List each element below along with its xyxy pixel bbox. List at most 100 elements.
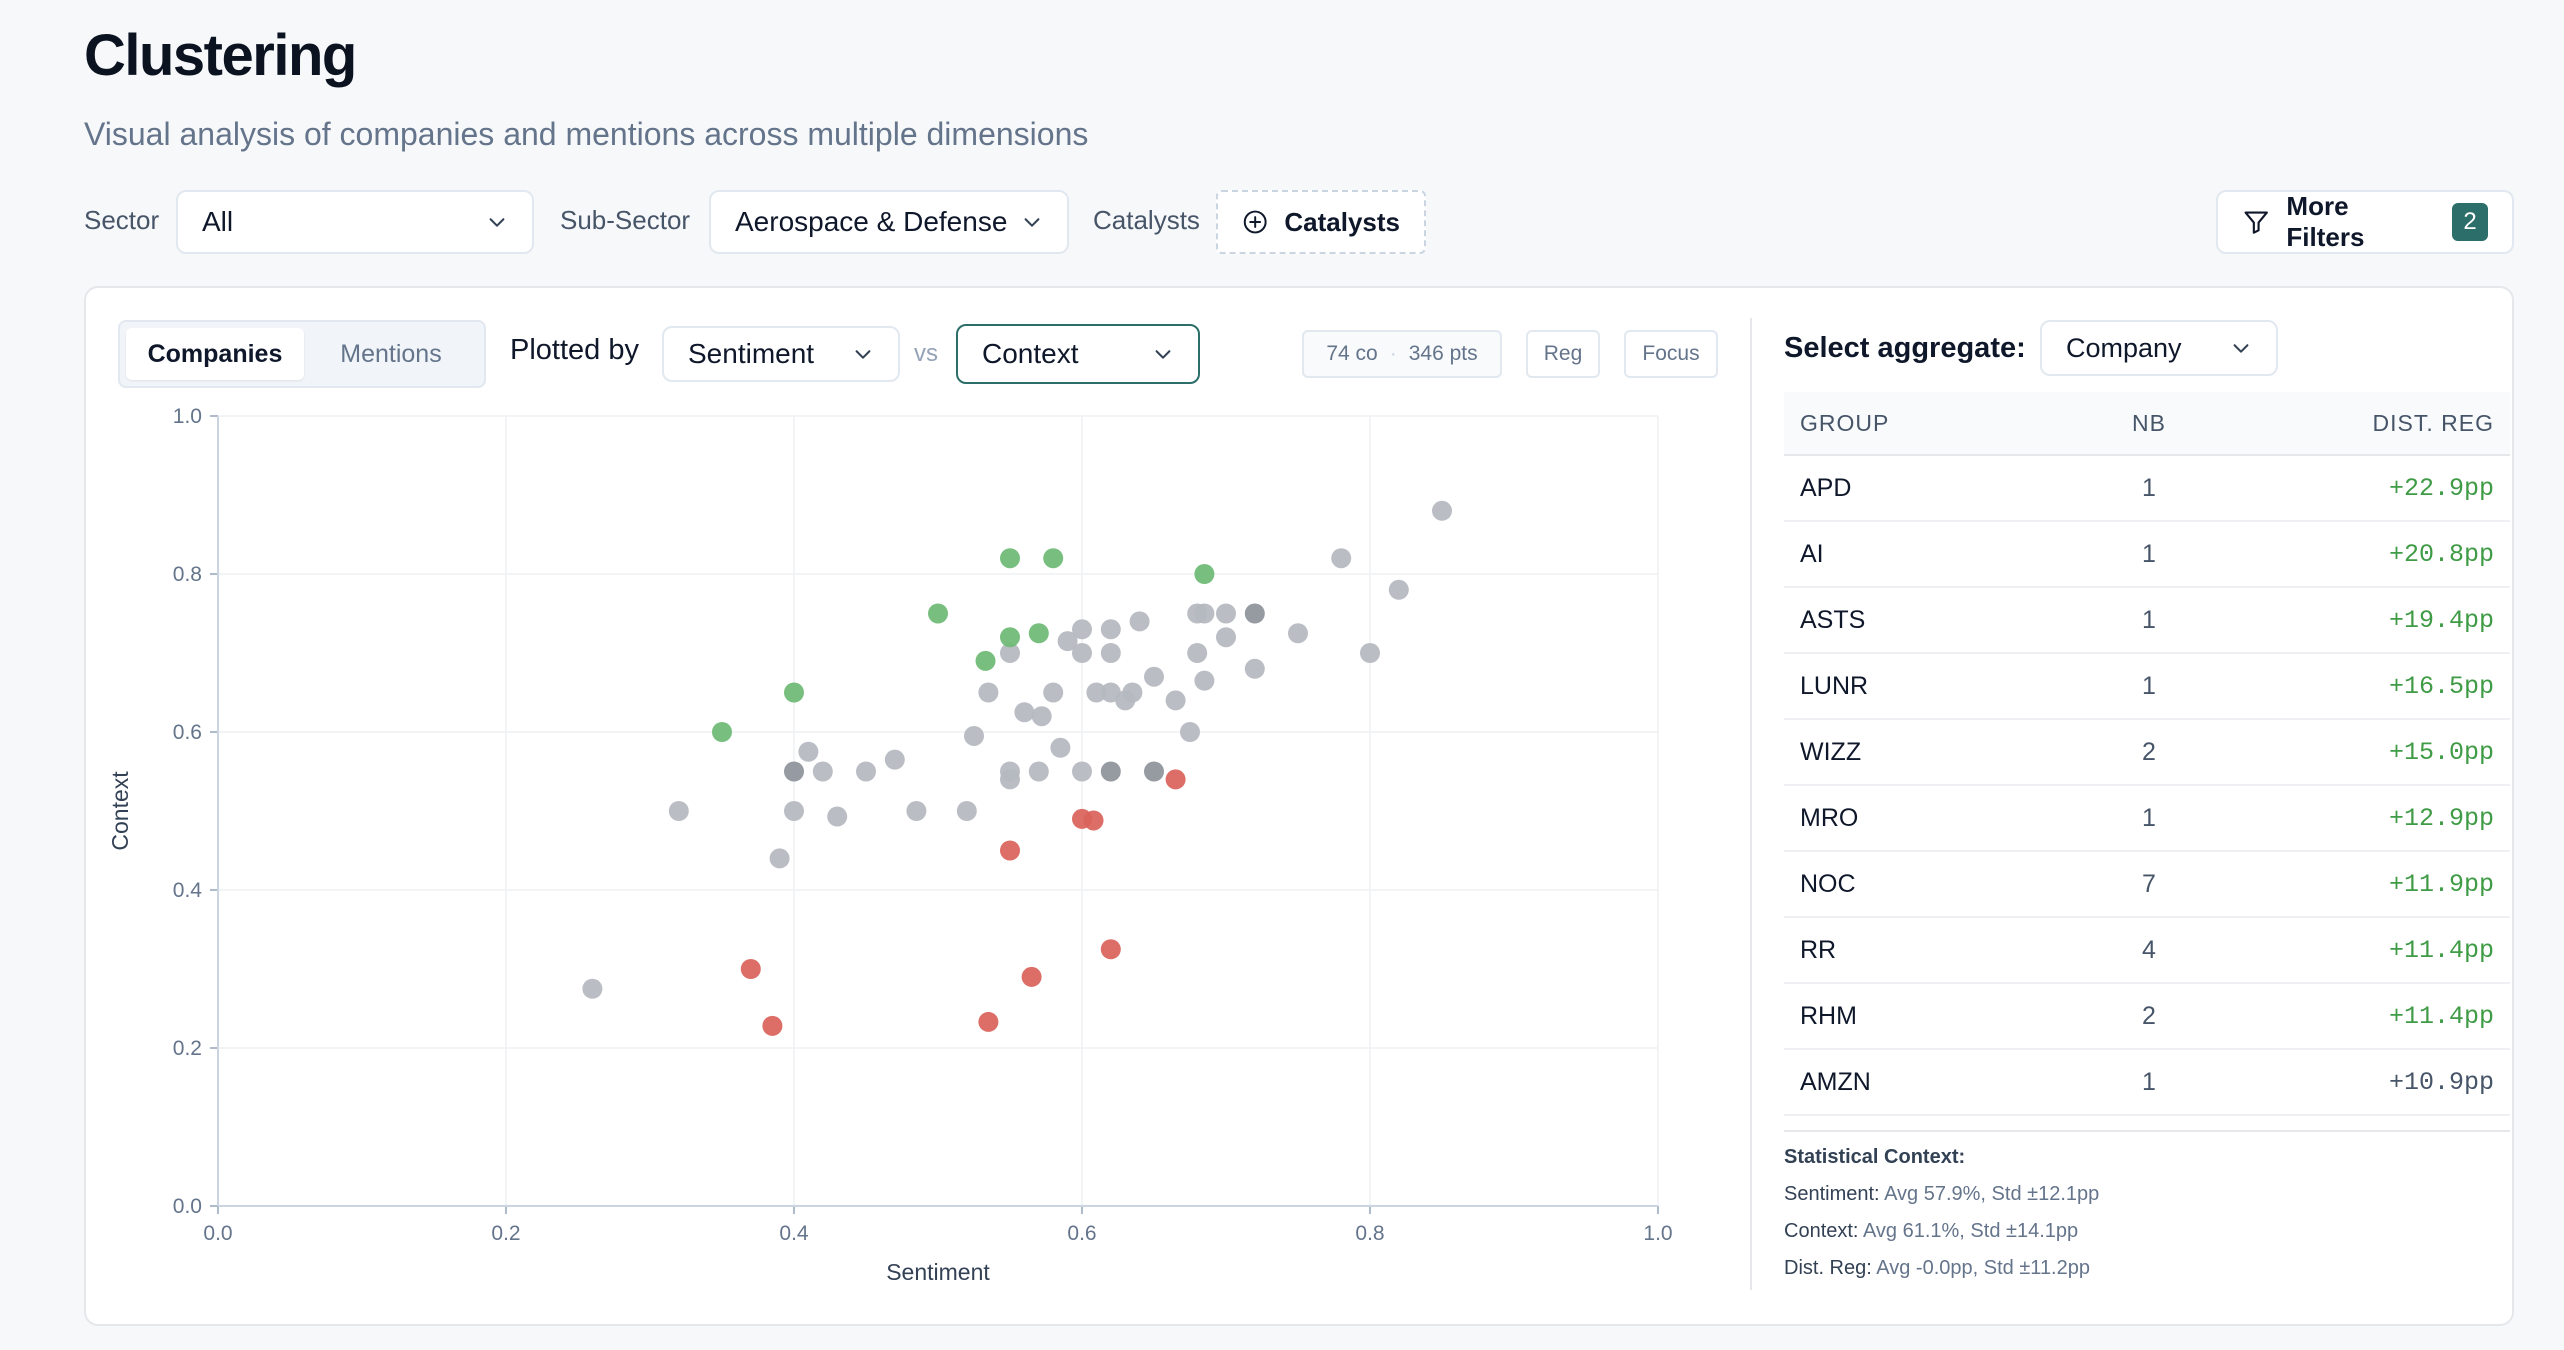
data-point-neutral[interactable] bbox=[1360, 643, 1380, 663]
data-point-neutral[interactable] bbox=[668, 801, 689, 821]
chevron-down-icon bbox=[1024, 218, 1040, 227]
stat-value: Avg 61.1%, Std ±14.1pp bbox=[1858, 1220, 2079, 1242]
data-point-neutral[interactable] bbox=[978, 682, 999, 703]
data-point-negative[interactable] bbox=[1083, 810, 1104, 831]
data-point-neutral_dark[interactable] bbox=[1100, 761, 1121, 782]
more-filters-label: More Filters bbox=[2286, 191, 2365, 252]
data-point-neutral[interactable] bbox=[1050, 737, 1071, 758]
data-point-neutral[interactable] bbox=[964, 725, 984, 746]
data-point-neutral[interactable] bbox=[1331, 548, 1352, 569]
column-header-dist-reg[interactable]: DIST. REG bbox=[2372, 409, 2494, 436]
stat-key: Dist. Reg: bbox=[1784, 1257, 1872, 1279]
data-point-negative[interactable] bbox=[978, 1011, 999, 1032]
table-row[interactable]: AI 1 +20.8pp bbox=[1784, 522, 2510, 588]
table-row[interactable]: AMZN 1 +10.9pp bbox=[1784, 1050, 2510, 1116]
data-point-neutral[interactable] bbox=[1028, 761, 1049, 782]
data-point-positive[interactable] bbox=[928, 603, 948, 624]
data-point-neutral[interactable] bbox=[1144, 666, 1164, 687]
tab-companies[interactable]: Companies bbox=[126, 328, 304, 380]
focus-toggle-button[interactable]: Focus bbox=[1624, 330, 1718, 378]
table-row[interactable]: WIZZ 2 +15.0pp bbox=[1784, 720, 2510, 786]
column-header-group[interactable]: GROUP bbox=[1800, 409, 1890, 436]
data-point-neutral[interactable] bbox=[1072, 761, 1092, 782]
y-metric-select[interactable]: Context bbox=[956, 324, 1200, 384]
table-row[interactable]: APD 1 +22.9pp bbox=[1784, 456, 2510, 522]
data-point-positive[interactable] bbox=[784, 682, 804, 703]
plus-circle-icon bbox=[1243, 210, 1267, 234]
data-point-neutral[interactable] bbox=[1086, 682, 1107, 703]
data-point-neutral[interactable] bbox=[1000, 643, 1020, 663]
data-point-neutral[interactable] bbox=[812, 761, 833, 782]
data-point-positive[interactable] bbox=[1194, 564, 1215, 584]
table-row[interactable]: RR 4 +11.4pp bbox=[1784, 918, 2510, 984]
data-point-neutral_dark[interactable] bbox=[1144, 761, 1164, 782]
data-point-neutral_dark[interactable] bbox=[1244, 603, 1265, 624]
data-point-positive[interactable] bbox=[1043, 548, 1064, 569]
data-point-neutral[interactable] bbox=[1072, 643, 1092, 663]
data-point-neutral[interactable] bbox=[1187, 643, 1208, 663]
group-cell: ASTS bbox=[1800, 605, 1866, 634]
data-point-positive[interactable] bbox=[1000, 627, 1020, 648]
data-point-negative[interactable] bbox=[1165, 769, 1186, 790]
data-point-neutral[interactable] bbox=[1216, 627, 1236, 648]
subsector-select[interactable]: Aerospace & Defense bbox=[709, 190, 1069, 254]
dist-reg-cell: +11.4pp bbox=[2388, 1001, 2494, 1031]
x-metric-select[interactable]: Sentiment bbox=[662, 326, 900, 382]
data-point-neutral[interactable] bbox=[1072, 619, 1092, 640]
data-point-neutral[interactable] bbox=[1194, 603, 1215, 624]
data-point-neutral[interactable] bbox=[1180, 722, 1200, 742]
data-point-neutral[interactable] bbox=[1244, 658, 1265, 679]
data-point-neutral[interactable] bbox=[582, 978, 603, 999]
more-filters-button[interactable]: More Filters 2 bbox=[2216, 190, 2514, 254]
data-point-neutral_dark[interactable] bbox=[784, 761, 804, 782]
table-row[interactable]: LUNR 1 +16.5pp bbox=[1784, 654, 2510, 720]
data-point-neutral[interactable] bbox=[1014, 702, 1035, 723]
data-point-neutral[interactable] bbox=[856, 761, 876, 782]
data-point-neutral[interactable] bbox=[956, 801, 977, 821]
table-row[interactable]: MRO 1 +12.9pp bbox=[1784, 786, 2510, 852]
data-point-neutral[interactable] bbox=[798, 741, 819, 762]
stat-sentiment: Sentiment: Avg 57.9%, Std ±12.1pp bbox=[1784, 1183, 2510, 1206]
table-header: GROUP NB DIST. REG bbox=[1784, 392, 2510, 456]
data-point-positive[interactable] bbox=[975, 650, 996, 671]
data-point-negative[interactable] bbox=[1000, 840, 1020, 861]
add-catalysts-button[interactable]: Catalysts bbox=[1216, 190, 1426, 254]
table-row[interactable]: ASTS 1 +19.4pp bbox=[1784, 588, 2510, 654]
data-point-negative[interactable] bbox=[762, 1015, 783, 1036]
data-point-neutral[interactable] bbox=[884, 749, 905, 770]
aggregate-select[interactable]: Company bbox=[2040, 320, 2278, 376]
sector-select[interactable]: All bbox=[176, 190, 534, 254]
data-point-negative[interactable] bbox=[1100, 939, 1121, 960]
data-point-neutral[interactable] bbox=[1165, 690, 1186, 711]
data-point-neutral[interactable] bbox=[1043, 682, 1064, 703]
subsector-select-value: Aerospace & Defense bbox=[735, 206, 1008, 237]
data-point-neutral[interactable] bbox=[906, 801, 927, 821]
data-point-neutral[interactable] bbox=[1100, 643, 1121, 663]
column-header-nb[interactable]: NB bbox=[2132, 409, 2166, 436]
data-point-neutral[interactable] bbox=[1000, 769, 1020, 790]
data-point-neutral[interactable] bbox=[1432, 500, 1452, 521]
data-point-neutral[interactable] bbox=[1115, 690, 1136, 711]
data-point-positive[interactable] bbox=[712, 722, 732, 742]
tab-mentions[interactable]: Mentions bbox=[340, 339, 442, 368]
data-point-neutral[interactable] bbox=[1100, 619, 1121, 640]
data-point-neutral[interactable] bbox=[1057, 631, 1078, 652]
data-point-neutral[interactable] bbox=[1031, 706, 1052, 727]
data-point-neutral[interactable] bbox=[1194, 670, 1215, 691]
data-point-positive[interactable] bbox=[1028, 623, 1049, 644]
data-point-neutral[interactable] bbox=[827, 806, 848, 827]
data-point-neutral[interactable] bbox=[1388, 579, 1409, 600]
data-point-neutral[interactable] bbox=[1288, 623, 1308, 644]
y-tick-label: 0.8 bbox=[173, 563, 202, 586]
data-point-negative[interactable] bbox=[1021, 966, 1042, 987]
data-point-positive[interactable] bbox=[1000, 548, 1020, 569]
table-row[interactable]: RHM 2 +11.4pp bbox=[1784, 984, 2510, 1050]
dist-reg-cell: +11.4pp bbox=[2388, 935, 2494, 965]
data-point-neutral[interactable] bbox=[1216, 603, 1236, 624]
data-point-neutral[interactable] bbox=[784, 801, 804, 821]
data-point-neutral[interactable] bbox=[1129, 611, 1150, 632]
table-row[interactable]: NOC 7 +11.9pp bbox=[1784, 852, 2510, 918]
data-point-neutral[interactable] bbox=[769, 848, 790, 869]
data-point-negative[interactable] bbox=[740, 959, 761, 979]
regression-toggle-button[interactable]: Reg bbox=[1526, 330, 1600, 378]
